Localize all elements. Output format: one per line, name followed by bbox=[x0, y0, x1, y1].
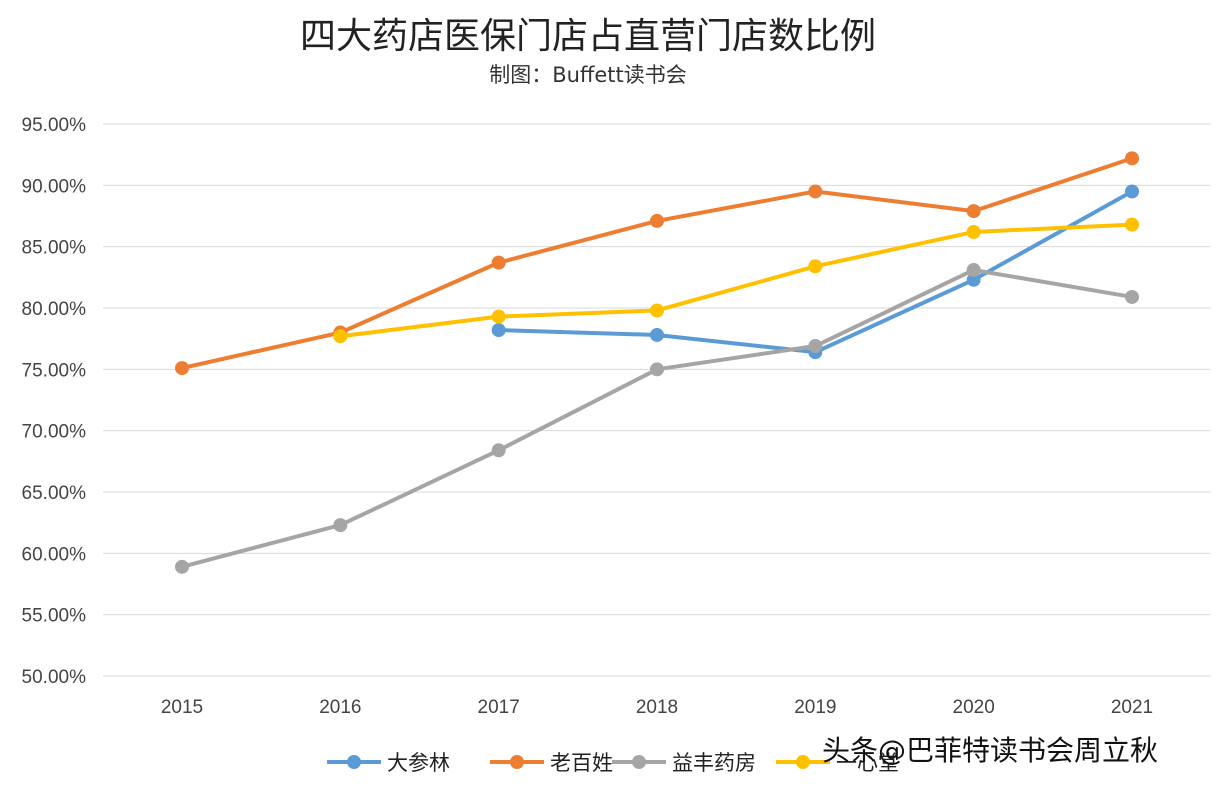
x-tick-label: 2016 bbox=[319, 697, 361, 718]
watermark: 头条@巴菲特读书会周立秋 bbox=[822, 734, 1158, 767]
y-tick-label: 60.00% bbox=[22, 544, 87, 565]
y-tick-label: 70.00% bbox=[22, 422, 87, 443]
data-point bbox=[966, 272, 981, 287]
data-point bbox=[175, 559, 189, 574]
x-tick-label: 2021 bbox=[1111, 697, 1153, 718]
data-point bbox=[966, 262, 981, 277]
y-tick-label: 95.00% bbox=[22, 115, 87, 136]
y-tick-label: 75.00% bbox=[22, 360, 87, 381]
x-tick-label: 2019 bbox=[794, 697, 836, 718]
legend-marker bbox=[796, 755, 810, 769]
y-tick-label: 50.00% bbox=[22, 667, 87, 688]
series-lines bbox=[175, 151, 1139, 574]
x-tick-label: 2015 bbox=[161, 697, 203, 718]
data-point bbox=[1125, 289, 1139, 304]
legend-marker bbox=[347, 755, 361, 769]
gridlines bbox=[103, 123, 1210, 677]
x-tick-label: 2018 bbox=[636, 697, 678, 718]
data-point bbox=[808, 339, 823, 354]
legend-item: 益丰药房 bbox=[612, 751, 756, 775]
legend-label: 老百姓 bbox=[550, 751, 613, 775]
series-3 bbox=[175, 262, 1139, 574]
legend-item: 老百姓 bbox=[490, 751, 613, 775]
legend-label: 一心堂 bbox=[836, 751, 899, 775]
series-line bbox=[340, 222, 1133, 339]
data-point bbox=[966, 224, 981, 239]
chart-subtitle: 制图：Buffett读书会 bbox=[489, 63, 687, 87]
x-axis: 2015 2016 2017 2018 2019 2020 2021 bbox=[161, 697, 1153, 718]
y-tick-label: 85.00% bbox=[22, 238, 87, 259]
data-point bbox=[491, 309, 506, 324]
y-tick-label: 55.00% bbox=[22, 606, 87, 627]
data-point bbox=[650, 327, 664, 342]
chart-title: 四大药店医保门店占直营门店数比例 bbox=[300, 16, 876, 57]
data-point bbox=[966, 204, 981, 219]
series-4 bbox=[333, 217, 1139, 344]
data-point bbox=[808, 184, 823, 199]
y-axis: 95.00% 90.00% 85.00% 80.00% 75.00% 70.00% 65.0… bbox=[22, 115, 87, 688]
data-point bbox=[333, 329, 348, 344]
data-point bbox=[808, 259, 823, 274]
legend: 大参林 老百姓 益丰药房 一心堂 bbox=[327, 751, 899, 775]
data-point bbox=[175, 361, 189, 376]
data-point bbox=[650, 303, 664, 318]
data-point bbox=[333, 518, 348, 533]
data-point bbox=[1125, 184, 1139, 199]
legend-label: 益丰药房 bbox=[672, 751, 756, 775]
data-point bbox=[491, 323, 506, 338]
y-tick-label: 80.00% bbox=[22, 299, 87, 320]
legend-label: 大参林 bbox=[387, 751, 450, 775]
data-point bbox=[1125, 151, 1139, 166]
data-point bbox=[650, 362, 664, 377]
legend-item: 大参林 bbox=[327, 751, 450, 775]
data-point bbox=[491, 443, 506, 458]
legend-marker bbox=[632, 755, 646, 769]
x-tick-label: 2020 bbox=[953, 697, 995, 718]
legend-marker bbox=[510, 755, 524, 769]
legend-item: 一心堂 bbox=[776, 751, 899, 775]
data-point bbox=[1125, 217, 1139, 232]
x-tick-label: 2017 bbox=[478, 697, 520, 718]
data-point bbox=[491, 255, 506, 270]
y-tick-label: 90.00% bbox=[22, 176, 87, 197]
data-point bbox=[650, 213, 664, 228]
y-tick-label: 65.00% bbox=[22, 483, 87, 504]
